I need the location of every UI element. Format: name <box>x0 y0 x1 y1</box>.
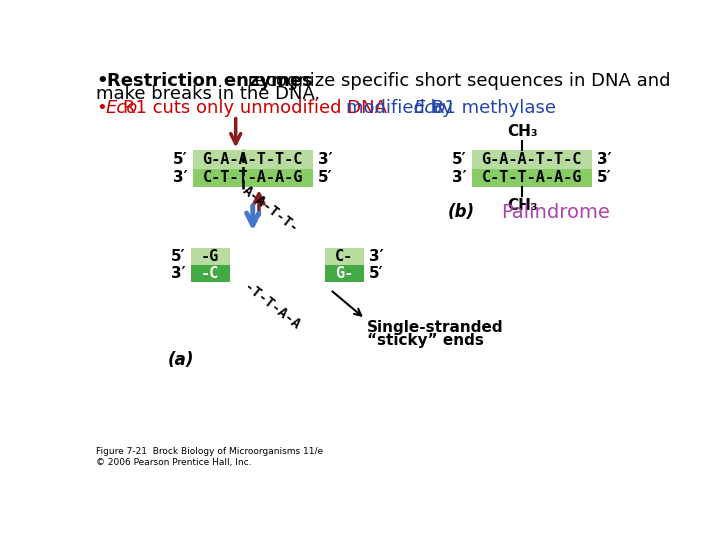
Text: -C: -C <box>201 266 220 281</box>
Text: modified by: modified by <box>346 99 458 117</box>
Text: G-: G- <box>335 266 354 281</box>
FancyBboxPatch shape <box>191 265 230 282</box>
Text: R1 cuts only unmodified DNA: R1 cuts only unmodified DNA <box>122 99 387 117</box>
FancyBboxPatch shape <box>472 168 592 187</box>
Text: -G: -G <box>201 249 220 264</box>
Text: CH₃: CH₃ <box>507 198 538 213</box>
Text: recognize specific short sequences in DNA and: recognize specific short sequences in DN… <box>242 72 670 91</box>
Text: Restriction enzymes: Restriction enzymes <box>107 72 312 91</box>
Text: •: • <box>96 99 107 117</box>
Text: “sticky” ends: “sticky” ends <box>366 333 484 348</box>
FancyBboxPatch shape <box>325 265 364 282</box>
Text: 5′: 5′ <box>597 171 612 186</box>
Text: •: • <box>96 72 108 91</box>
Text: 5′: 5′ <box>369 266 384 281</box>
Text: Eco: Eco <box>106 99 138 117</box>
Text: make breaks in the DNA.: make breaks in the DNA. <box>96 85 320 103</box>
Text: G-A-A-T-T-C: G-A-A-T-T-C <box>482 152 582 167</box>
FancyBboxPatch shape <box>193 168 312 187</box>
Text: 3′: 3′ <box>369 249 384 264</box>
Text: C-: C- <box>335 249 354 264</box>
FancyBboxPatch shape <box>193 150 312 168</box>
Text: (a): (a) <box>168 351 194 369</box>
Text: 5′: 5′ <box>173 152 187 167</box>
Text: Eco: Eco <box>414 99 446 117</box>
Text: CH₃: CH₃ <box>507 125 538 139</box>
Text: 3′: 3′ <box>173 171 187 186</box>
Text: 3′: 3′ <box>171 266 185 281</box>
Text: Palindrome: Palindrome <box>500 204 610 222</box>
Text: Figure 7-21  Brock Biology of Microorganisms 11/e
© 2006 Pearson Prentice Hall, : Figure 7-21 Brock Biology of Microorgani… <box>96 447 323 467</box>
FancyBboxPatch shape <box>325 248 364 265</box>
Text: 5′: 5′ <box>318 171 333 186</box>
FancyBboxPatch shape <box>191 248 230 265</box>
Text: 3′: 3′ <box>318 152 333 167</box>
Text: 3′: 3′ <box>451 171 467 186</box>
Text: C-T-T-A-A-G: C-T-T-A-A-G <box>202 171 303 186</box>
Text: G-A-A-T-T-C: G-A-A-T-T-C <box>202 152 303 167</box>
Text: (b): (b) <box>448 204 475 221</box>
Text: -T-T-A-A: -T-T-A-A <box>241 280 302 333</box>
Text: Single-stranded: Single-stranded <box>366 320 503 335</box>
Text: 5′: 5′ <box>451 152 467 167</box>
Text: C-T-T-A-A-G: C-T-T-A-A-G <box>482 171 582 186</box>
Text: R1 methylase: R1 methylase <box>432 99 556 117</box>
Text: 5′: 5′ <box>171 249 185 264</box>
Text: 3′: 3′ <box>597 152 612 167</box>
Text: A-A-T-T-: A-A-T-T- <box>240 184 301 236</box>
FancyBboxPatch shape <box>472 150 592 168</box>
